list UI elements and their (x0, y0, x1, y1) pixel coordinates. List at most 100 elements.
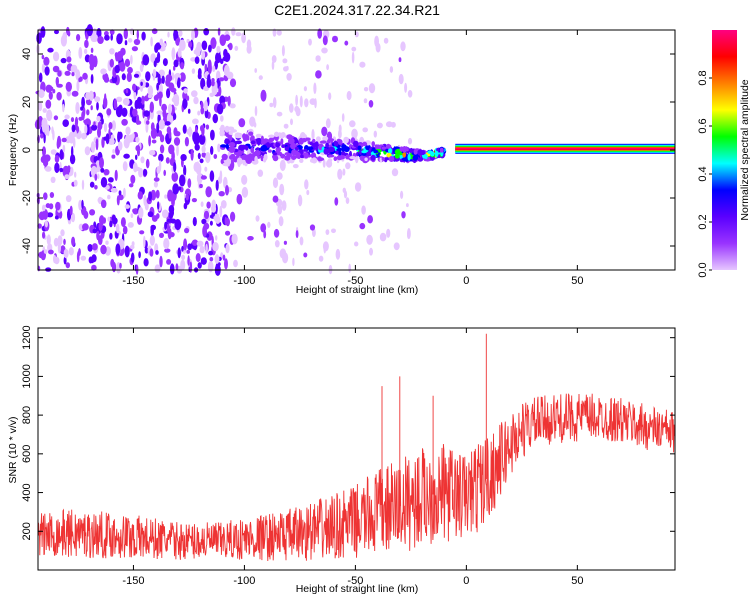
spectrogram-cell (135, 145, 141, 152)
spectrogram-cell (283, 123, 289, 129)
spectrogram-cell (175, 263, 179, 271)
spectrogram-cell (110, 258, 115, 268)
spectrogram-cell (60, 57, 67, 64)
spectrogram-cell (337, 139, 343, 145)
spectrogram-cell (315, 55, 321, 62)
spectrogram-cell (168, 211, 174, 219)
spectrogram-cell (197, 68, 202, 77)
spectrogram-cell (46, 109, 53, 122)
spectrogram-cell (337, 168, 343, 180)
spectrogram-cell (258, 75, 263, 80)
colorbar-label: Normalized spectral amplitude (739, 79, 750, 220)
spectrogram-cell (132, 208, 136, 213)
spectrogram-cell (179, 72, 186, 83)
spectrogram-cell (40, 156, 46, 163)
spectrogram-cell (86, 109, 90, 116)
spectrogram-cell (391, 168, 399, 177)
spectrogram-cell (225, 185, 229, 196)
spectrogram-cell (348, 263, 352, 273)
spectrogram-cell (63, 248, 69, 259)
spectrogram-cell (187, 178, 192, 189)
spectrogram-cell (228, 42, 233, 51)
spectrogram-cell (60, 34, 67, 47)
spectrogram-cell (153, 177, 160, 182)
spectrogram-y-tick-label: -40 (21, 238, 33, 254)
spectrogram-cell (398, 73, 404, 85)
spectrogram-cell (52, 89, 56, 94)
spectrogram-cell (132, 108, 138, 117)
spectrogram-cell (159, 144, 165, 154)
spectrogram-cell (55, 76, 59, 86)
spectrogram-cell (66, 56, 72, 63)
spectrogram-cell (254, 105, 258, 117)
spectrogram-cell (43, 56, 50, 66)
spectrogram-cell (404, 82, 408, 93)
spectrogram-cell (370, 154, 376, 161)
spectrogram-cell (156, 122, 160, 134)
spectrogram-cell (228, 142, 236, 148)
spectrogram-cell (190, 148, 194, 161)
spectrogram-cell (71, 236, 76, 247)
spectrogram-cell (241, 32, 247, 44)
spectrogram-cell (400, 41, 406, 52)
snr-y-tick-label: 1000 (21, 364, 33, 388)
colorbar-ticks: 0.0 0.2 0.4 0.6 0.8 (697, 70, 712, 278)
spectrogram-cell (161, 75, 165, 85)
spectrogram-marks (34, 24, 675, 276)
spectrogram-cell (223, 64, 230, 77)
spectrogram-cell (144, 247, 149, 254)
spectrogram-cell (260, 135, 264, 142)
spectrogram-cell (300, 154, 305, 159)
spectrogram-cell (299, 95, 303, 108)
spectrogram-cell (367, 215, 373, 224)
spectrogram-cell (53, 254, 57, 264)
spectrogram-cell (303, 86, 307, 92)
spectrogram-cell (191, 198, 197, 203)
spectrogram-cell (182, 124, 187, 134)
spectrogram-cell (203, 28, 210, 36)
spectrogram-cell (92, 243, 98, 251)
spectrogram-cell (161, 209, 169, 219)
spectrogram-cell (401, 157, 409, 162)
spectrogram-cell (151, 28, 158, 35)
spectrogram-cell (321, 47, 328, 54)
spectrogram-cell (83, 119, 88, 124)
spectrogram-cell (42, 208, 49, 220)
spectrogram-cell (236, 193, 243, 205)
spectrogram-cell (341, 151, 346, 156)
spectrogram-cell (179, 174, 186, 187)
spectrogram-cell (345, 162, 351, 170)
spectrogram-cell (133, 73, 140, 78)
spectrogram-cell (389, 66, 394, 73)
spectrogram-cell (294, 105, 300, 113)
spectrogram-cell (70, 117, 75, 123)
spectrogram-cell (130, 252, 135, 263)
spectrogram-cell (117, 141, 123, 151)
spectrogram-cell (401, 211, 406, 219)
snr-x-tick-label: 0 (463, 575, 469, 587)
spectrogram-cell (57, 235, 63, 246)
spectrogram-cell (108, 138, 115, 146)
spectrogram-cell (199, 245, 205, 254)
spectrogram-cell (150, 225, 154, 236)
spectrogram-cell (172, 113, 177, 120)
spectrogram-cell (87, 244, 93, 252)
spectrogram-cell (75, 69, 81, 81)
spectrogram-cell (119, 262, 122, 269)
spectrogram-cell (217, 143, 221, 153)
spectrogram-cell (336, 147, 343, 152)
spectrogram-cell (400, 190, 404, 199)
spectrogram-cell (165, 78, 171, 87)
spectrogram-cell (205, 186, 212, 198)
spectrogram-cell (282, 252, 289, 264)
spectrogram-cell (130, 54, 133, 65)
spectrogram-cell (96, 115, 101, 122)
spectrogram-cell (165, 157, 170, 164)
spectrogram-panel: -150 -100 -50 0 50 -40 -20 0 20 40 Height of stra… (7, 24, 676, 296)
spectrogram-cell (183, 88, 188, 94)
snr-panel: -150 -100 -50 0 50 200 400 600 800 1000 1200 Heigh… (7, 325, 676, 595)
spectrogram-cell (276, 111, 283, 117)
spectrogram-cell (38, 72, 43, 83)
spectrogram-cell (279, 183, 285, 196)
spectrogram-cell (200, 77, 206, 90)
